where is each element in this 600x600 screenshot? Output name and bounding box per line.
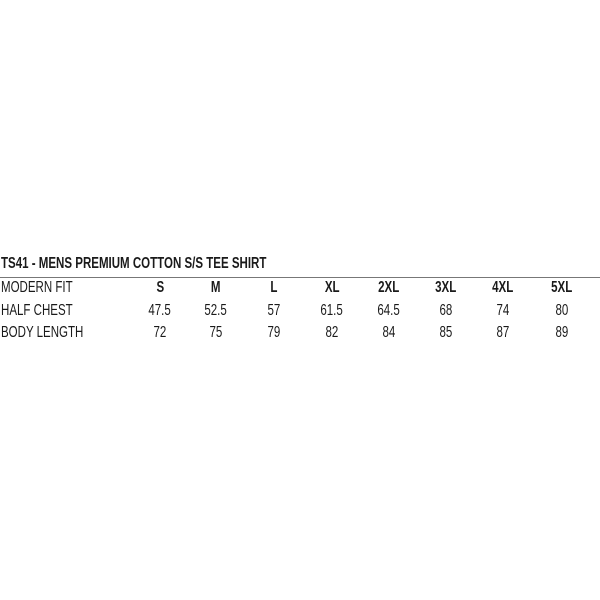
- cell-text: 85: [439, 324, 453, 341]
- cell-text: 57: [267, 302, 281, 319]
- size-header: L: [244, 279, 304, 297]
- size-header: 4XL: [473, 279, 533, 297]
- cell-text: 74: [496, 302, 510, 319]
- table-cell: 74: [473, 302, 533, 320]
- row-label: BODY LENGTH: [1, 324, 84, 341]
- table-cell: 82: [302, 324, 362, 342]
- cell-text: 72: [153, 324, 167, 341]
- cell-text: 84: [382, 324, 396, 341]
- table-cell: 68: [416, 302, 476, 320]
- cell-text: 89: [555, 324, 569, 341]
- table-cell: 84: [359, 324, 419, 342]
- cell-text: 3XL: [435, 279, 457, 296]
- size-header: 5XL: [532, 279, 592, 297]
- table-cell: 61.5: [302, 302, 362, 320]
- title-divider: [0, 277, 600, 278]
- cell-text: L: [270, 279, 278, 296]
- cell-text: 52.5: [204, 302, 228, 319]
- table-cell: 72: [130, 324, 190, 342]
- cell-text: 4XL: [492, 279, 514, 296]
- cell-text: 64.5: [377, 302, 401, 319]
- cell-text: 80: [555, 302, 569, 319]
- cell-text: 79: [267, 324, 281, 341]
- table-cell: 79: [244, 324, 304, 342]
- size-header: 2XL: [359, 279, 419, 297]
- table-cell: 87: [473, 324, 533, 342]
- table-cell: 75: [186, 324, 246, 342]
- cell-text: 68: [439, 302, 453, 319]
- cell-text: XL: [324, 279, 340, 296]
- cell-text: 75: [209, 324, 223, 341]
- cell-text: M: [211, 279, 221, 296]
- size-header: M: [186, 279, 246, 297]
- chart-title: TS41 - MENS PREMIUM COTTON S/S TEE SHIRT: [1, 255, 267, 272]
- header-label-modern-fit: MODERN FIT: [1, 279, 73, 296]
- cell-text: 61.5: [320, 302, 344, 319]
- table-cell: 80: [532, 302, 592, 320]
- cell-text: 87: [496, 324, 510, 341]
- size-header: 3XL: [416, 279, 476, 297]
- size-header: XL: [302, 279, 362, 297]
- size-header: S: [130, 279, 190, 297]
- table-cell: 57: [244, 302, 304, 320]
- table-cell: 89: [532, 324, 592, 342]
- table-cell: 47.5: [130, 302, 190, 320]
- table-cell: 52.5: [186, 302, 246, 320]
- cell-text: S: [156, 279, 164, 296]
- table-cell: 85: [416, 324, 476, 342]
- table-cell: 64.5: [359, 302, 419, 320]
- cell-text: 47.5: [148, 302, 172, 319]
- cell-text: 2XL: [378, 279, 400, 296]
- cell-text: 5XL: [551, 279, 573, 296]
- cell-text: 82: [325, 324, 339, 341]
- row-label: HALF CHEST: [1, 302, 73, 319]
